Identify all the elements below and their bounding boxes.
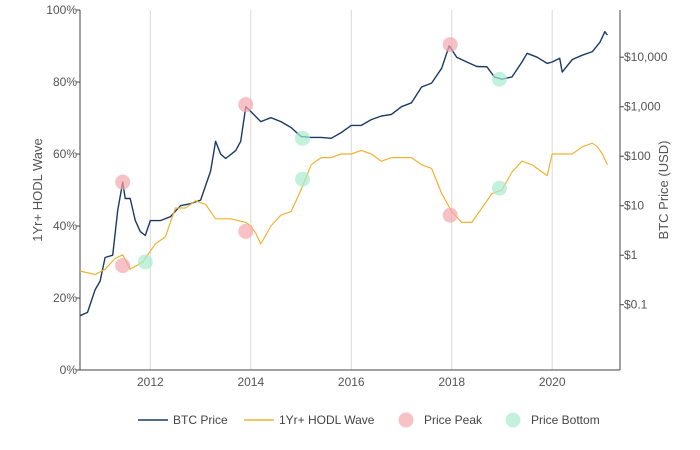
price-peak-marker [238, 223, 254, 239]
left-tick-label: 80% [53, 75, 77, 89]
grid-lines [149, 10, 553, 370]
legend-item: BTC Price [138, 413, 228, 427]
x-tick-label: 2018 [438, 375, 465, 389]
x-tick-label: 2014 [237, 375, 264, 389]
right-tick-label: $10 [624, 199, 644, 213]
legend-label: BTC Price [173, 413, 228, 427]
left-tick-label: 100% [46, 3, 77, 17]
price-bottom-marker [491, 180, 507, 196]
btc-price-line [79, 30, 608, 317]
right-tick-label: $1 [624, 248, 638, 262]
x-axis-ticks: 2012 2014 2016 2018 2020 [137, 375, 566, 389]
price-peak-marker [115, 174, 131, 190]
axes [79, 10, 621, 371]
legend-label: Price Bottom [531, 413, 600, 427]
x-tick-label: 2020 [539, 375, 566, 389]
left-tick-label: 60% [53, 147, 77, 161]
legend-item: 1Yr+ HODL Wave [244, 413, 375, 427]
marker-layer [115, 37, 507, 274]
price-peak-marker [442, 207, 458, 223]
series-layer [79, 30, 608, 317]
right-axis-title: BTC Price (USD) [656, 141, 671, 240]
price-bottom-marker [491, 71, 507, 87]
right-axis-ticks: $0.1 $1 $10 $100 $1,000 $10,000 [620, 50, 668, 312]
price-peak-marker [238, 97, 254, 113]
left-tick-label: 20% [53, 291, 77, 305]
price-peak-marker [442, 37, 458, 53]
left-axis-ticks: 0% 20% 40% 60% 80% 100% [46, 3, 80, 377]
x-tick-label: 2016 [338, 375, 365, 389]
price-bottom-marker [137, 254, 153, 270]
legend: BTC Price 1Yr+ HODL Wave Price Peak Price B… [138, 412, 600, 428]
legend-item: Price Bottom [505, 412, 600, 428]
legend-item: Price Peak [398, 412, 483, 428]
x-tick-label: 2012 [137, 375, 164, 389]
left-tick-label: 0% [60, 363, 78, 377]
left-axis-title: 1Yr+ HODL Wave [30, 138, 45, 241]
left-tick-label: 40% [53, 219, 77, 233]
right-tick-label: $1,000 [624, 100, 661, 114]
legend-swatch [505, 412, 521, 428]
right-tick-label: $10,000 [624, 50, 668, 64]
price-bottom-marker [295, 171, 311, 187]
right-tick-label: $100 [624, 149, 651, 163]
legend-label: Price Peak [424, 413, 483, 427]
1yr-hodl-wave-line [79, 142, 608, 276]
price-bottom-marker [295, 130, 311, 146]
legend-swatch [398, 412, 414, 428]
legend-label: 1Yr+ HODL Wave [279, 413, 375, 427]
right-tick-label: $0.1 [624, 298, 648, 312]
price-peak-marker [115, 258, 131, 274]
